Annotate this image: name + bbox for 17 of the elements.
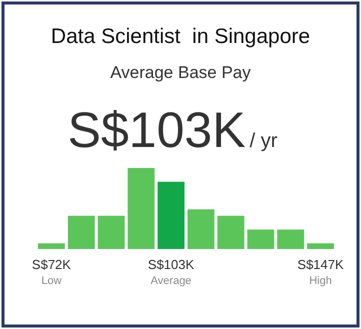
- x-tick-label: S$103K Average: [148, 257, 195, 287]
- bar: [187, 209, 214, 249]
- chart-subtitle: Average Base Pay: [110, 63, 252, 82]
- bar: [217, 216, 244, 249]
- bar: [277, 230, 304, 249]
- bar: [68, 216, 95, 249]
- x-tick-label: S$72K Low: [32, 257, 72, 287]
- text: / yr: [250, 130, 278, 152]
- chart-title: Data Scientist in Singapore: [50, 25, 310, 48]
- bar: [307, 243, 334, 249]
- bar: [38, 243, 65, 249]
- bar: [247, 230, 274, 249]
- x-tick-label: S$147K High: [297, 257, 344, 287]
- bar: [128, 168, 155, 249]
- bar: [98, 216, 125, 249]
- text: S$103K: [68, 102, 246, 158]
- bar: [158, 182, 185, 249]
